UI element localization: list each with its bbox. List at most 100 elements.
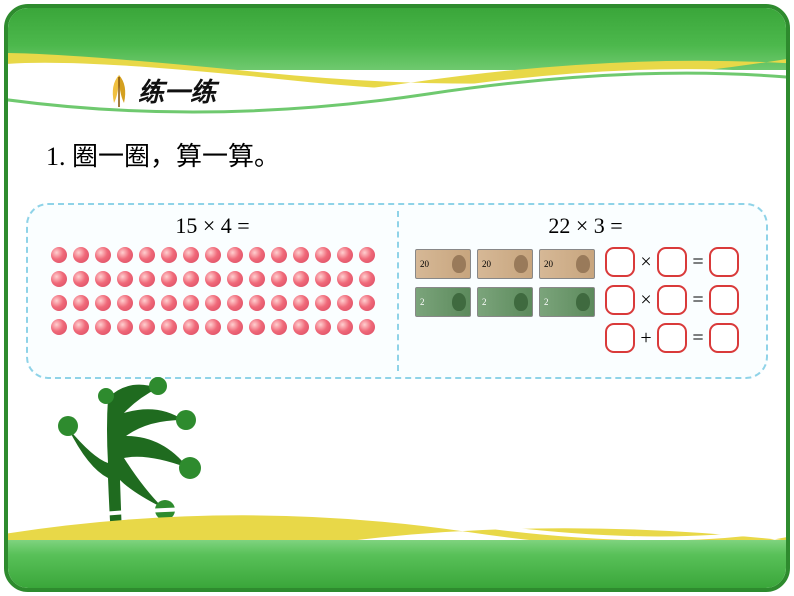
- bill-2: 2: [415, 287, 471, 317]
- bill-value: 20: [482, 259, 491, 269]
- exercise-box: 15 × 4 = 22 × 3 = 202020222 ×=×=+=: [26, 203, 768, 379]
- dots-row: [42, 295, 383, 311]
- blank-equations: ×=×=+=: [605, 247, 739, 353]
- dot: [359, 319, 375, 335]
- dot: [337, 295, 353, 311]
- dot: [337, 319, 353, 335]
- bill-portrait: [514, 255, 528, 273]
- dot: [73, 247, 89, 263]
- dots-row: [42, 319, 383, 335]
- right-equation: 22 × 3 =: [415, 213, 756, 239]
- dot: [271, 247, 287, 263]
- bill-value: 2: [544, 297, 549, 307]
- dot: [227, 295, 243, 311]
- operator: ×: [639, 251, 653, 274]
- instruction-text: 1. 圈一圈，算一算。: [46, 136, 280, 173]
- bill-portrait: [576, 293, 590, 311]
- title-text: 练一练: [138, 72, 216, 109]
- dot: [51, 271, 67, 287]
- dot: [205, 295, 221, 311]
- dot: [161, 295, 177, 311]
- dot: [51, 247, 67, 263]
- dot: [139, 319, 155, 335]
- dot: [117, 247, 133, 263]
- operator: =: [691, 327, 705, 350]
- dot: [73, 271, 89, 287]
- bill-value: 20: [420, 259, 429, 269]
- dot: [293, 319, 309, 335]
- bill-value: 20: [544, 259, 553, 269]
- operator: =: [691, 289, 705, 312]
- bill-portrait: [514, 293, 528, 311]
- dot: [73, 319, 89, 335]
- dots-row: [42, 247, 383, 263]
- equation-line: +=: [605, 323, 739, 353]
- feather-icon: [106, 73, 132, 109]
- panel-right: 22 × 3 = 202020222 ×=×=+=: [397, 205, 766, 377]
- dots-grid: [42, 247, 383, 335]
- dot: [315, 271, 331, 287]
- dot: [183, 271, 199, 287]
- bill-portrait: [452, 255, 466, 273]
- dot: [95, 319, 111, 335]
- dot: [51, 319, 67, 335]
- dot: [117, 319, 133, 335]
- bill-row: 2 2 2: [415, 287, 595, 317]
- dot: [227, 319, 243, 335]
- answer-slot[interactable]: [605, 285, 635, 315]
- dot: [95, 271, 111, 287]
- dot: [315, 319, 331, 335]
- slide-frame: 练一练 1. 圈一圈，算一算。 15 × 4 = 22 × 3 = 20 20 20…: [4, 4, 790, 592]
- answer-slot[interactable]: [709, 323, 739, 353]
- dot: [95, 295, 111, 311]
- dot: [293, 271, 309, 287]
- dot: [315, 247, 331, 263]
- answer-slot[interactable]: [605, 247, 635, 277]
- answer-slot[interactable]: [657, 323, 687, 353]
- dot: [293, 247, 309, 263]
- dot: [359, 247, 375, 263]
- dot: [51, 295, 67, 311]
- dot: [249, 271, 265, 287]
- dot: [337, 247, 353, 263]
- left-equation: 15 × 4 =: [42, 213, 383, 239]
- answer-slot[interactable]: [657, 285, 687, 315]
- dot: [161, 319, 177, 335]
- dot: [359, 295, 375, 311]
- bill-20: 20: [415, 249, 471, 279]
- bill-20: 20: [539, 249, 595, 279]
- dot: [271, 271, 287, 287]
- answer-slot[interactable]: [605, 323, 635, 353]
- dot: [205, 319, 221, 335]
- dots-row: [42, 271, 383, 287]
- dot: [271, 319, 287, 335]
- answer-slot[interactable]: [709, 247, 739, 277]
- dot: [315, 295, 331, 311]
- dot: [227, 247, 243, 263]
- dot: [161, 271, 177, 287]
- bill-2: 2: [477, 287, 533, 317]
- bill-value: 2: [482, 297, 487, 307]
- answer-slot[interactable]: [657, 247, 687, 277]
- dot: [117, 295, 133, 311]
- title-block: 练一练: [106, 72, 216, 109]
- bill-2: 2: [539, 287, 595, 317]
- dot: [337, 271, 353, 287]
- answer-slot[interactable]: [709, 285, 739, 315]
- operator: =: [691, 251, 705, 274]
- bill-portrait: [452, 293, 466, 311]
- dot: [95, 247, 111, 263]
- dot: [139, 271, 155, 287]
- dot: [73, 295, 89, 311]
- dot: [161, 247, 177, 263]
- equation-line: ×=: [605, 285, 739, 315]
- bill-portrait: [576, 255, 590, 273]
- bottom-green-band: [8, 540, 786, 588]
- dot: [359, 271, 375, 287]
- bill-value: 2: [420, 297, 425, 307]
- dot: [249, 295, 265, 311]
- dot: [293, 295, 309, 311]
- operator: +: [639, 327, 653, 350]
- panel-left: 15 × 4 =: [28, 205, 397, 377]
- dot: [117, 271, 133, 287]
